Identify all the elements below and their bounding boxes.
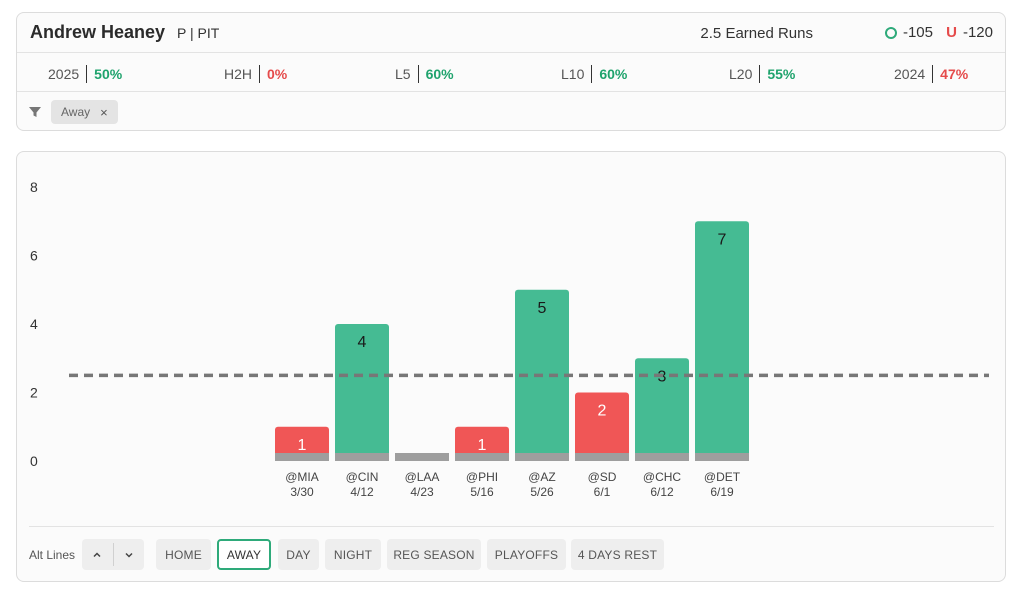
bar: [335, 324, 389, 461]
controls-divider: [29, 526, 994, 527]
y-tick-label: 4: [30, 316, 38, 332]
stat-value: 50%: [94, 66, 123, 82]
chart-card: 0 2 4 6 8 1 @MIA 3/30 4 @CIN 4/12 @LAA 4/23 1 @PHI 5/16…: [16, 151, 1006, 582]
bar-base: [395, 453, 449, 461]
stat-l20[interactable]: L20 55%: [729, 65, 795, 83]
stat-value: 60%: [425, 66, 454, 82]
stepper-divider: [112, 543, 114, 566]
over-odds[interactable]: -105: [884, 24, 933, 41]
player-card: Andrew Heaney P | PIT 2.5 Earned Runs -1…: [16, 12, 1006, 131]
bar: [455, 426, 509, 461]
alt-lines-label: Alt Lines: [29, 548, 76, 562]
stat-divider: [591, 65, 593, 83]
chevron-down-icon: [125, 552, 133, 558]
x-tick-label: @SD: [588, 470, 617, 484]
alt-lines-stepper: [82, 539, 144, 570]
stat-divider: [759, 65, 761, 83]
under-odds-value: -120: [962, 24, 993, 41]
filter-away-button[interactable]: AWAY: [217, 539, 271, 570]
y-tick-label: 6: [30, 248, 38, 264]
bar-value-label: 2: [598, 403, 607, 420]
filter-reg-season-button[interactable]: REG SEASON: [387, 539, 481, 570]
filter-icon[interactable]: [28, 105, 42, 119]
stat-value: 0%: [267, 66, 288, 82]
chevron-up-icon: [93, 551, 101, 557]
x-tick-label: @CIN: [346, 470, 379, 484]
close-icon[interactable]: ×: [100, 104, 108, 120]
stat-value: 60%: [599, 66, 628, 82]
stat-label: 2024: [894, 66, 926, 82]
bar-value-label: 1: [478, 437, 487, 454]
bar-value-label: 1: [298, 437, 307, 454]
filter-day-button[interactable]: DAY: [278, 539, 319, 570]
stat-label: L5: [395, 66, 411, 82]
over-odds-value: -105: [902, 24, 933, 41]
active-filters: Away ×: [17, 93, 1005, 131]
stat-label: 2025: [48, 66, 80, 82]
bar-value-label: 5: [538, 300, 547, 317]
x-tick-label: @DET: [704, 470, 741, 484]
x-tick-label: @AZ: [528, 470, 556, 484]
bar-value-label: 7: [718, 231, 727, 248]
bar-base: [455, 453, 509, 461]
line-down-button[interactable]: [114, 539, 145, 570]
x-tick-date: 5/26: [530, 485, 554, 499]
player-position-team: P | PIT: [177, 25, 220, 41]
player-name: Andrew Heaney: [30, 22, 166, 42]
stat-divider: [259, 65, 261, 83]
bar: [275, 426, 329, 461]
stat-l5[interactable]: L5 60%: [395, 65, 454, 83]
player-header: Andrew Heaney P | PIT 2.5 Earned Runs -1…: [17, 13, 1005, 53]
stat-label: L20: [729, 66, 753, 82]
stat-label: L10: [561, 66, 585, 82]
stat-h2h[interactable]: H2H 0%: [224, 65, 287, 83]
filter-playoffs-button[interactable]: PLAYOFFS: [487, 539, 566, 570]
filter-chip-label: Away: [61, 105, 91, 119]
under-odds[interactable]: U -120: [946, 24, 993, 41]
y-tick-label: 8: [30, 179, 38, 195]
hit-rate-row: 2025 50% H2H 0% L5 60% L10 60% L20 55% 2…: [17, 54, 1005, 92]
x-tick-date: 5/16: [470, 485, 494, 499]
x-tick-label: @CHC: [643, 470, 682, 484]
x-tick-date: 4/23: [410, 485, 434, 499]
filter-4-days-rest-button[interactable]: 4 DAYS REST: [571, 539, 664, 570]
filter-night-button[interactable]: NIGHT: [325, 539, 381, 570]
y-tick-label: 2: [30, 385, 38, 401]
bar-base: [515, 453, 569, 461]
filter-chip-away[interactable]: Away ×: [51, 100, 118, 124]
stat-value: 47%: [940, 66, 969, 82]
bar-value-label: 4: [358, 334, 367, 351]
bar-base: [575, 453, 629, 461]
bar-base: [635, 453, 689, 461]
x-tick-label: @MIA: [285, 470, 319, 484]
x-tick-date: 6/19: [710, 485, 734, 499]
bar-base: [275, 453, 329, 461]
x-tick-date: 6/1: [594, 485, 611, 499]
over-icon: [884, 26, 897, 39]
bar-base: [695, 453, 749, 461]
x-tick-date: 6/12: [650, 485, 674, 499]
x-tick-label: @LAA: [405, 470, 440, 484]
line-up-button[interactable]: [82, 539, 113, 570]
under-icon: U: [946, 24, 957, 41]
stat-value: 55%: [767, 66, 796, 82]
stat-divider: [86, 65, 88, 83]
stat-divider: [417, 65, 419, 83]
bar: [575, 392, 629, 461]
bar: [695, 221, 749, 461]
y-tick-label: 0: [30, 453, 38, 469]
stat-2025[interactable]: 2025 50%: [48, 65, 122, 83]
bar-base: [335, 453, 389, 461]
x-tick-label: @PHI: [466, 470, 498, 484]
x-tick-date: 4/12: [350, 485, 374, 499]
market-label: 2.5 Earned Runs: [700, 25, 813, 42]
filter-home-button[interactable]: HOME: [156, 539, 211, 570]
stat-label: H2H: [224, 66, 253, 82]
stat-2024[interactable]: 2024 47%: [894, 65, 968, 83]
x-tick-date: 3/30: [290, 485, 314, 499]
stat-l10[interactable]: L10 60%: [561, 65, 627, 83]
bar: [635, 358, 689, 461]
stat-divider: [932, 65, 934, 83]
